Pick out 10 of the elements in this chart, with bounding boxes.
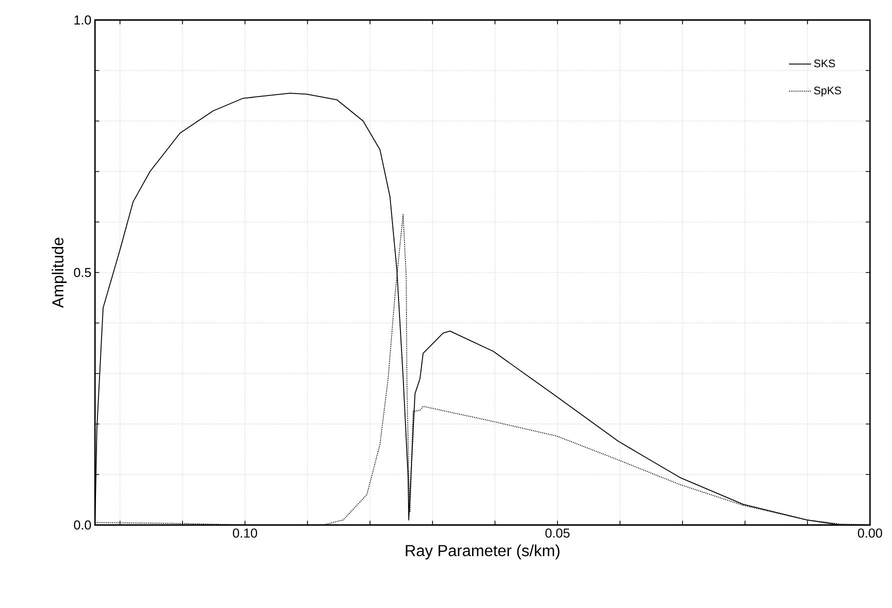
y-axis-title: Amplitude (52, 238, 67, 308)
x-axis-title: Ray Parameter (s/km) (406, 544, 560, 560)
x-tick-label: 0.10 (232, 528, 258, 538)
y-tick-label: 1.0 (74, 15, 91, 25)
legend-label: SpKS (814, 86, 842, 97)
x-tick-label: 0.05 (545, 528, 570, 538)
y-tick-label: 0.0 (74, 520, 91, 530)
legend-label: SKS (814, 60, 835, 68)
x-tick-label: 0.00 (858, 528, 882, 538)
y-tick-label: 0.5 (74, 268, 91, 278)
